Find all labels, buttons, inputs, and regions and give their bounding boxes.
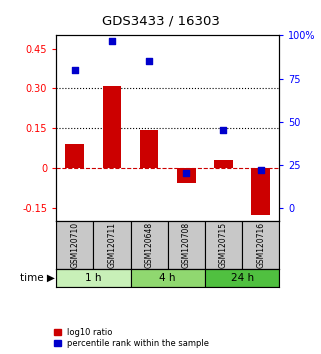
Bar bbox=[140, 130, 159, 168]
Text: 1 h: 1 h bbox=[85, 273, 102, 283]
Bar bbox=[205, 269, 279, 287]
Text: time ▶: time ▶ bbox=[20, 273, 55, 283]
Bar bbox=[93, 221, 131, 269]
Bar bbox=[205, 221, 242, 269]
Text: GDS3433 / 16303: GDS3433 / 16303 bbox=[101, 14, 220, 27]
Text: GSM120708: GSM120708 bbox=[182, 222, 191, 268]
Text: GSM120711: GSM120711 bbox=[108, 222, 117, 268]
Bar bbox=[177, 168, 195, 183]
Bar bbox=[56, 269, 131, 287]
Bar bbox=[168, 221, 205, 269]
Bar bbox=[242, 221, 279, 269]
Bar bbox=[131, 269, 205, 287]
Point bbox=[221, 127, 226, 133]
Point bbox=[184, 171, 189, 176]
Legend: log10 ratio, percentile rank within the sample: log10 ratio, percentile rank within the … bbox=[54, 327, 209, 348]
Bar bbox=[131, 221, 168, 269]
Text: 24 h: 24 h bbox=[230, 273, 254, 283]
Text: GSM120710: GSM120710 bbox=[70, 222, 79, 268]
Text: GSM120715: GSM120715 bbox=[219, 222, 228, 268]
Text: GSM120648: GSM120648 bbox=[145, 222, 154, 268]
Point bbox=[109, 38, 115, 44]
Text: 4 h: 4 h bbox=[160, 273, 176, 283]
Bar bbox=[251, 168, 270, 215]
Point bbox=[258, 167, 263, 173]
Point bbox=[72, 67, 77, 73]
Point bbox=[147, 58, 152, 64]
Text: GSM120716: GSM120716 bbox=[256, 222, 265, 268]
Bar bbox=[56, 221, 93, 269]
Bar bbox=[214, 160, 233, 168]
Bar bbox=[103, 86, 121, 168]
Bar bbox=[65, 144, 84, 168]
